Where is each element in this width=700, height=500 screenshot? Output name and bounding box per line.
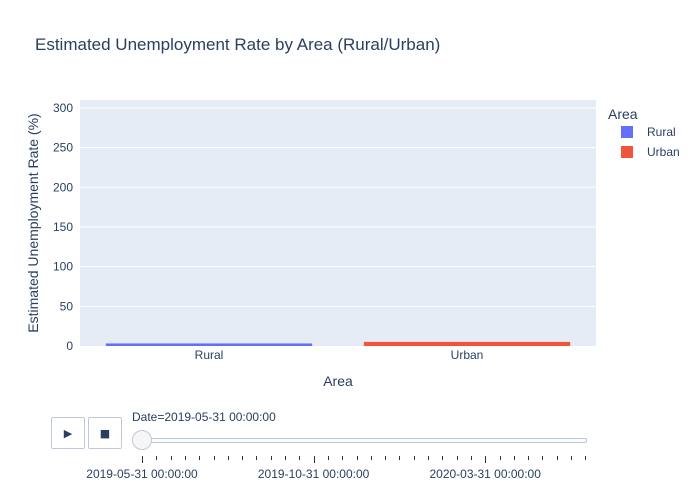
y-tick-labels: 0 50 100 150 200 250 300 bbox=[53, 101, 73, 353]
slider-tick bbox=[285, 456, 286, 460]
slider-tick bbox=[370, 456, 372, 460]
slider-tick bbox=[142, 456, 143, 463]
play-button[interactable]: ▶ bbox=[51, 417, 85, 449]
y-tick-label: 200 bbox=[53, 180, 73, 194]
slider-tick bbox=[227, 456, 229, 460]
y-tick-label: 150 bbox=[53, 220, 73, 234]
legend-swatch-rural[interactable] bbox=[621, 126, 633, 138]
slider-tick bbox=[556, 456, 558, 460]
x-tick-labels: Rural Urban bbox=[195, 348, 484, 362]
slider-tick-label: 2020-03-31 00:00:00 bbox=[429, 467, 541, 481]
slider-tick-label: 2019-05-31 00:00:00 bbox=[86, 467, 198, 481]
y-tick-label: 50 bbox=[60, 299, 74, 313]
stop-button[interactable]: ■ bbox=[88, 417, 122, 449]
current-frame-label: Date=2019-05-31 00:00:00 bbox=[132, 410, 276, 424]
slider-tick bbox=[385, 456, 387, 460]
slider-tick bbox=[342, 456, 344, 460]
slider-tick bbox=[313, 456, 315, 463]
slider-tick bbox=[428, 456, 429, 460]
slider-tick bbox=[242, 456, 244, 460]
slider-tick bbox=[213, 456, 215, 460]
slider-tick bbox=[199, 456, 201, 460]
slider-tick bbox=[571, 456, 572, 460]
slider-tick bbox=[528, 456, 530, 460]
slider-tick-label: 2019-10-31 00:00:00 bbox=[257, 467, 370, 481]
slider-tick bbox=[513, 456, 515, 460]
y-axis-label: Estimated Unemployment Rate (%) bbox=[25, 113, 41, 332]
bar-urban[interactable] bbox=[363, 341, 571, 346]
legend-label-rural[interactable]: Rural bbox=[647, 125, 676, 139]
bar-rural[interactable] bbox=[105, 343, 313, 346]
bars bbox=[105, 341, 571, 346]
x-tick-label: Rural bbox=[195, 348, 224, 362]
slider-tick bbox=[156, 456, 158, 460]
y-tick-label: 300 bbox=[53, 101, 73, 115]
legend-title: Area bbox=[608, 106, 638, 122]
legend[interactable]: Rural Urban bbox=[621, 125, 680, 159]
y-gridlines bbox=[80, 107, 596, 307]
plot-area bbox=[80, 100, 596, 346]
slider-tick bbox=[299, 456, 301, 460]
chart-title: Estimated Unemployment Rate by Area (Rur… bbox=[35, 35, 440, 54]
slider-tick bbox=[356, 456, 358, 460]
slider-tick bbox=[542, 456, 544, 460]
legend-label-urban[interactable]: Urban bbox=[647, 145, 680, 159]
slider-tick bbox=[170, 456, 172, 460]
stop-icon: ■ bbox=[99, 426, 111, 440]
slider-tick bbox=[399, 456, 401, 460]
x-axis-label: Area bbox=[323, 373, 353, 389]
slider-tick bbox=[270, 456, 272, 460]
slider-tick bbox=[327, 456, 329, 460]
play-icon: ▶ bbox=[63, 426, 73, 440]
slider-tick bbox=[499, 456, 501, 460]
slider-tick bbox=[485, 456, 487, 463]
slider-tick bbox=[456, 456, 458, 460]
legend-swatch-urban[interactable] bbox=[621, 146, 633, 158]
x-tick-label: Urban bbox=[451, 348, 484, 362]
slider-tick bbox=[442, 456, 444, 460]
frame-slider-track[interactable] bbox=[141, 438, 587, 443]
y-tick-label: 250 bbox=[53, 141, 73, 155]
y-tick-label: 100 bbox=[53, 260, 73, 274]
slider-tick bbox=[470, 456, 472, 460]
y-tick-label: 0 bbox=[66, 339, 73, 353]
slider-tick bbox=[184, 456, 186, 460]
slider-tick bbox=[585, 456, 587, 460]
slider-tick bbox=[413, 456, 415, 460]
slider-tick bbox=[256, 456, 258, 460]
frame-slider-handle[interactable] bbox=[132, 430, 152, 450]
